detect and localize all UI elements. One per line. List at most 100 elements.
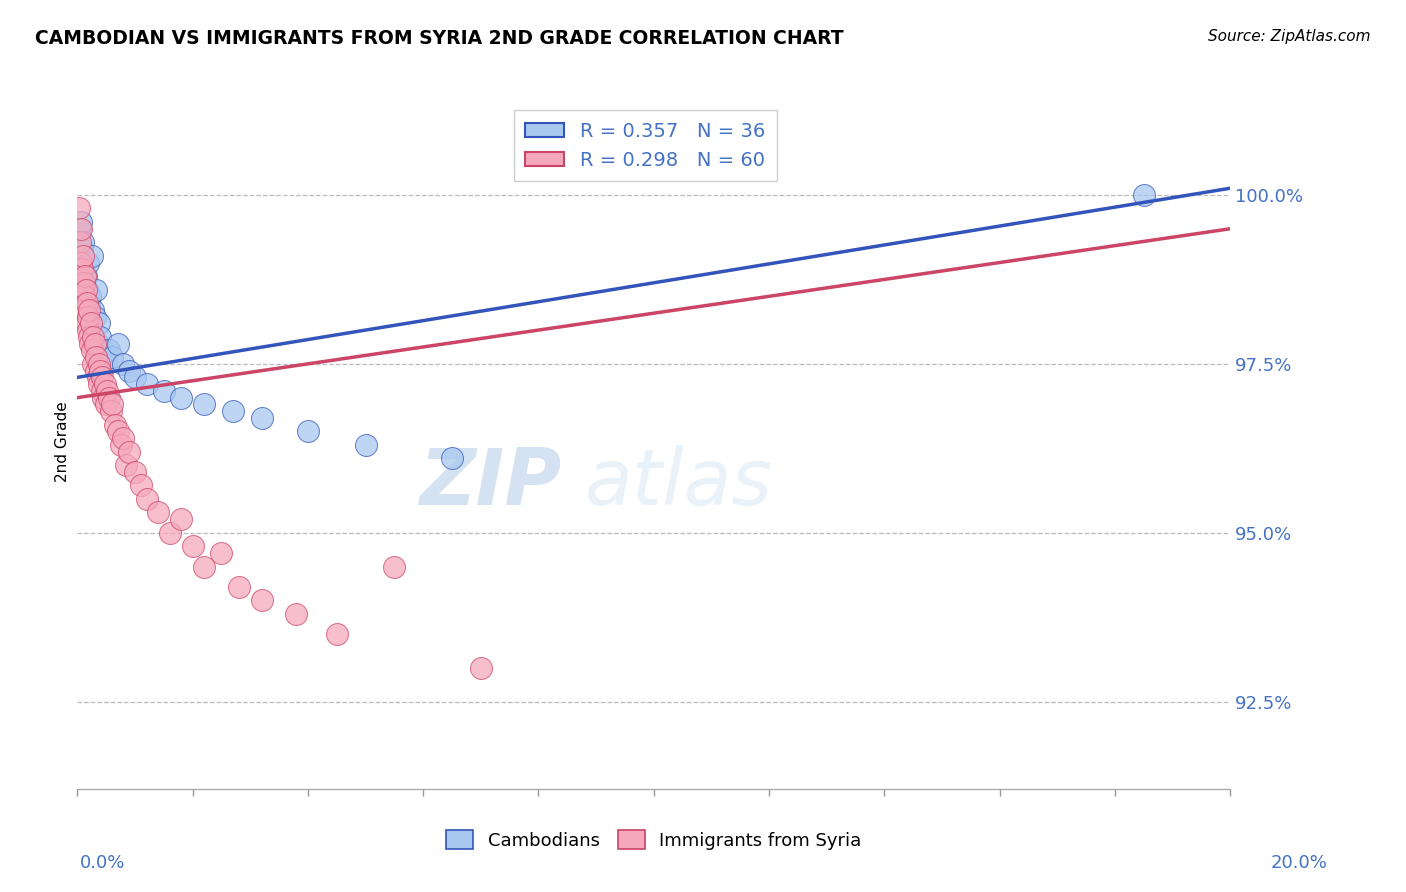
Point	[70, 215, 93, 229]
Point	[250, 410, 273, 425]
Point	[250, 593, 273, 607]
Point	[70, 242, 93, 256]
Y-axis label: 2nd Grade: 2nd Grade	[55, 401, 70, 482]
Text: 20.0%: 20.0%	[1271, 855, 1327, 872]
Text: CAMBODIAN VS IMMIGRANTS FROM SYRIA 2ND GRADE CORRELATION CHART: CAMBODIAN VS IMMIGRANTS FROM SYRIA 2ND G…	[35, 29, 844, 47]
Point	[79, 302, 101, 317]
Point	[470, 661, 492, 675]
Point	[112, 431, 135, 445]
Point	[193, 559, 215, 574]
Point	[118, 444, 141, 458]
Point	[70, 255, 93, 269]
Point	[285, 607, 308, 621]
Point	[129, 478, 152, 492]
Point	[181, 539, 204, 553]
Point	[73, 289, 96, 303]
Point	[96, 384, 118, 398]
Point	[98, 391, 121, 405]
Point	[75, 302, 97, 317]
Legend: Cambodians, Immigrants from Syria: Cambodians, Immigrants from Syria	[439, 823, 869, 857]
Point	[84, 283, 107, 297]
Point	[326, 627, 349, 641]
Point	[76, 255, 98, 269]
Point	[1133, 188, 1156, 202]
Point	[101, 350, 124, 364]
Text: atlas: atlas	[585, 445, 772, 521]
Point	[89, 330, 111, 344]
Point	[135, 491, 157, 506]
Point	[146, 506, 169, 520]
Point	[82, 330, 104, 344]
Point	[73, 289, 96, 303]
Point	[83, 310, 105, 324]
Point	[75, 268, 97, 283]
Point	[110, 438, 132, 452]
Point	[72, 235, 94, 250]
Point	[382, 559, 406, 574]
Point	[77, 296, 100, 310]
Point	[73, 268, 96, 283]
Point	[80, 249, 103, 263]
Point	[79, 336, 101, 351]
Point	[73, 276, 96, 290]
Point	[83, 336, 105, 351]
Point	[77, 310, 100, 324]
Point	[89, 316, 111, 330]
Point	[89, 377, 111, 392]
Point	[101, 397, 124, 411]
Point	[76, 283, 98, 297]
Point	[115, 458, 138, 473]
Point	[124, 465, 146, 479]
Point	[100, 404, 122, 418]
Point	[72, 283, 94, 297]
Point	[124, 370, 146, 384]
Point	[82, 357, 104, 371]
Point	[135, 377, 157, 392]
Point	[153, 384, 174, 398]
Text: Source: ZipAtlas.com: Source: ZipAtlas.com	[1208, 29, 1371, 44]
Point	[90, 384, 112, 398]
Point	[72, 249, 94, 263]
Point	[69, 221, 91, 235]
Point	[228, 580, 250, 594]
Point	[297, 425, 319, 439]
Point	[86, 350, 108, 364]
Point	[91, 370, 114, 384]
Text: 0.0%: 0.0%	[80, 855, 125, 872]
Point	[69, 221, 91, 235]
Point	[82, 302, 104, 317]
Point	[76, 323, 98, 337]
Point	[211, 546, 233, 560]
Point	[354, 438, 377, 452]
Point	[96, 397, 118, 411]
Point	[159, 525, 181, 540]
Point	[79, 316, 101, 330]
Point	[84, 363, 107, 377]
Point	[107, 336, 129, 351]
Point	[91, 391, 114, 405]
Point	[75, 283, 97, 297]
Point	[107, 425, 129, 439]
Point	[193, 397, 215, 411]
Point	[67, 202, 90, 216]
Point	[441, 451, 464, 466]
Point	[170, 512, 193, 526]
Point	[94, 377, 117, 392]
Point	[80, 343, 103, 358]
Point	[98, 343, 121, 358]
Point	[86, 336, 108, 351]
Point	[73, 276, 96, 290]
Point	[86, 370, 108, 384]
Point	[69, 235, 91, 250]
Point	[89, 363, 111, 377]
Point	[118, 363, 141, 377]
Point	[77, 330, 100, 344]
Point	[96, 357, 118, 371]
Point	[91, 343, 114, 358]
Text: ZIP: ZIP	[419, 445, 561, 521]
Point	[70, 262, 93, 277]
Point	[104, 417, 127, 432]
Point	[87, 357, 110, 371]
Point	[76, 296, 98, 310]
Point	[170, 391, 193, 405]
